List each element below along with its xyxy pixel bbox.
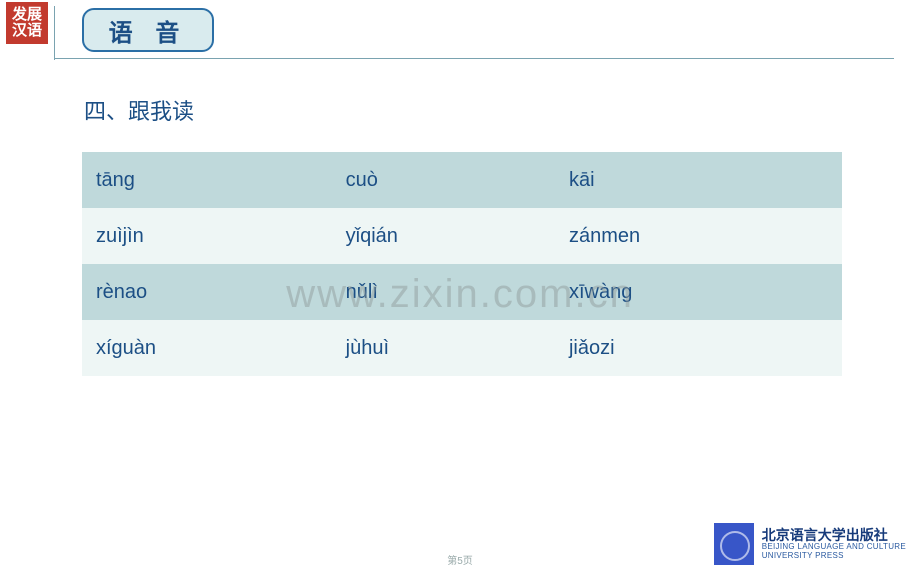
table-row: xíguàn jùhuì jiǎozi <box>82 320 842 376</box>
pinyin-cell: xíguàn <box>82 320 332 376</box>
subtitle: 四、跟我读 <box>84 94 194 126</box>
pinyin-cell: jùhuì <box>332 320 555 376</box>
pinyin-cell: rènao <box>82 264 332 320</box>
pinyin-cell: jiǎozi <box>555 320 842 376</box>
table-row: rènao nǔlì xīwàng <box>82 264 842 320</box>
brand-line2: 汉语 <box>12 23 42 40</box>
pinyin-cell: nǔlì <box>332 264 555 320</box>
pinyin-cell: kāi <box>555 152 842 208</box>
table-row: tāng cuò kāi <box>82 152 842 208</box>
pinyin-table: tāng cuò kāi zuìjìn yǐqián zánmen rènao … <box>82 152 842 376</box>
publisher-name-cn: 北京语言大学出版社 <box>762 528 906 543</box>
brand-badge: 发展 汉语 <box>6 2 48 44</box>
pinyin-cell: yǐqián <box>332 208 555 264</box>
page-number: 第5页 <box>447 552 473 567</box>
divider-horizontal <box>54 58 894 59</box>
pinyin-cell: tāng <box>82 152 332 208</box>
pinyin-cell: zuìjìn <box>82 208 332 264</box>
pinyin-cell: cuò <box>332 152 555 208</box>
pinyin-cell: zánmen <box>555 208 842 264</box>
publisher-text: 北京语言大学出版社 BEIJING LANGUAGE AND CULTURE U… <box>762 528 906 561</box>
pinyin-cell: xīwàng <box>555 264 842 320</box>
publisher-block: 北京语言大学出版社 BEIJING LANGUAGE AND CULTURE U… <box>714 523 906 565</box>
publisher-logo-icon <box>714 523 754 565</box>
table-row: zuìjìn yǐqián zánmen <box>82 208 842 264</box>
brand-line1: 发展 <box>12 7 42 24</box>
publisher-name-en2: UNIVERSITY PRESS <box>762 552 906 561</box>
section-tab-label: 语 音 <box>109 13 188 48</box>
section-tab: 语 音 <box>82 8 214 52</box>
divider-vertical <box>54 6 55 60</box>
